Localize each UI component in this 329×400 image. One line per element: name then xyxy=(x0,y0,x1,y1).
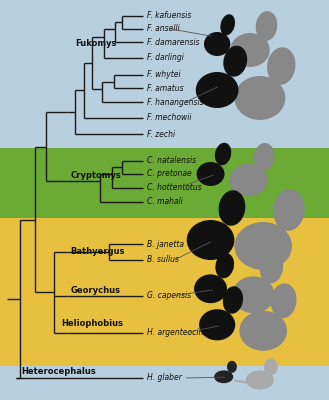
Bar xyxy=(0,218,329,366)
Ellipse shape xyxy=(196,72,239,108)
Ellipse shape xyxy=(264,358,278,375)
Ellipse shape xyxy=(220,14,235,35)
Ellipse shape xyxy=(232,276,275,313)
Ellipse shape xyxy=(218,190,245,226)
Ellipse shape xyxy=(240,311,287,351)
Ellipse shape xyxy=(267,47,295,85)
Ellipse shape xyxy=(256,11,277,41)
Text: F. mechowii: F. mechowii xyxy=(147,113,191,122)
Text: B. sullus: B. sullus xyxy=(147,255,179,264)
Ellipse shape xyxy=(230,164,267,196)
Text: F. darlingi: F. darlingi xyxy=(147,53,184,62)
Ellipse shape xyxy=(199,309,235,340)
Text: C. pretonae: C. pretonae xyxy=(147,169,192,178)
Ellipse shape xyxy=(194,274,227,303)
Text: Fukomys: Fukomys xyxy=(76,40,117,48)
Text: C. hottentotus: C. hottentotus xyxy=(147,183,202,192)
Text: F. anselli: F. anselli xyxy=(147,24,180,33)
Text: F. damarensis: F. damarensis xyxy=(147,38,200,47)
Ellipse shape xyxy=(204,32,230,56)
Text: B. janetta: B. janetta xyxy=(147,240,184,249)
Text: Heterocephalus: Heterocephalus xyxy=(21,367,96,376)
Ellipse shape xyxy=(234,222,292,270)
Text: Heliophobius: Heliophobius xyxy=(61,319,123,328)
Text: F. kafuensis: F. kafuensis xyxy=(147,12,191,20)
Ellipse shape xyxy=(260,252,283,284)
Ellipse shape xyxy=(214,370,233,383)
Ellipse shape xyxy=(246,370,274,390)
Ellipse shape xyxy=(223,286,243,314)
Ellipse shape xyxy=(271,283,296,318)
Text: Cryptomys: Cryptomys xyxy=(71,171,121,180)
Text: F. whytei: F. whytei xyxy=(147,70,181,79)
Ellipse shape xyxy=(273,189,305,231)
Bar xyxy=(0,148,329,218)
Text: Bathyergus: Bathyergus xyxy=(71,247,125,256)
Text: F. zechi: F. zechi xyxy=(147,130,175,139)
Bar xyxy=(0,0,329,148)
Ellipse shape xyxy=(223,46,247,77)
Ellipse shape xyxy=(196,162,225,186)
Ellipse shape xyxy=(215,253,234,278)
Bar xyxy=(0,366,329,400)
Ellipse shape xyxy=(187,220,234,260)
Text: Georychus: Georychus xyxy=(71,286,121,295)
Text: F. amatus: F. amatus xyxy=(147,84,184,93)
Ellipse shape xyxy=(227,361,237,373)
Ellipse shape xyxy=(254,143,274,171)
Text: C. mahali: C. mahali xyxy=(147,197,183,206)
Ellipse shape xyxy=(234,76,286,120)
Text: F. hanangensis: F. hanangensis xyxy=(147,98,204,107)
Text: H. argenteocinereus: H. argenteocinereus xyxy=(147,328,225,337)
Text: C. natalensis: C. natalensis xyxy=(147,156,196,165)
Ellipse shape xyxy=(230,33,270,67)
Text: G. capensis: G. capensis xyxy=(147,292,191,300)
Text: H. glaber: H. glaber xyxy=(147,374,182,382)
Ellipse shape xyxy=(215,143,231,165)
